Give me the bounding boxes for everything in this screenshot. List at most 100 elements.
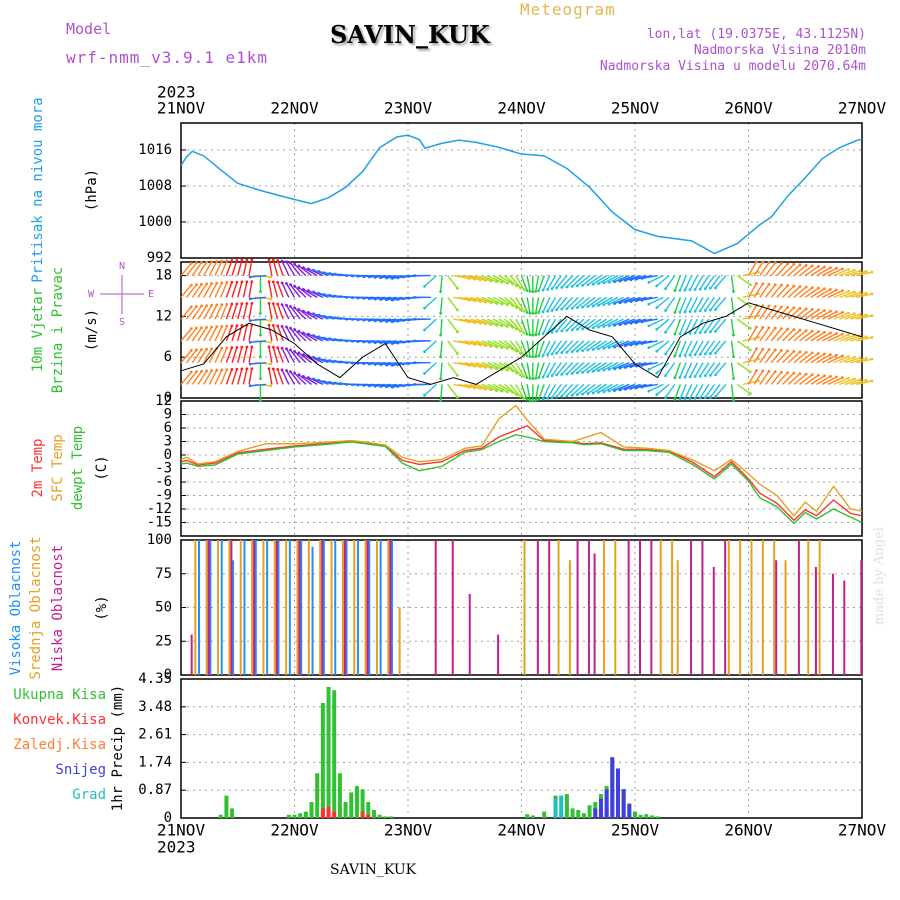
wind-arrow [546, 340, 557, 356]
wind-arrow [827, 289, 843, 298]
wind-arrow-head [402, 275, 405, 279]
wind-arrow [709, 383, 721, 398]
wind-arrow-head [293, 284, 296, 288]
precip-bar [627, 803, 632, 818]
wind-arrow-head [285, 369, 288, 372]
wind-arrow-head [698, 287, 702, 291]
wind-arrow-head [816, 265, 820, 268]
wind-arrow-head [205, 282, 209, 286]
wind-arrow [641, 296, 658, 301]
wind-arrow [225, 347, 233, 363]
wind-arrow-head [673, 376, 677, 380]
wind-arrow [709, 318, 721, 333]
wind-arrow-head [301, 331, 305, 335]
wind-arrow [464, 383, 481, 390]
wind-arrow-head [804, 350, 808, 354]
wind-arrow-head [306, 289, 310, 292]
wind-arrow [475, 296, 492, 304]
wind-arrow-head [248, 362, 252, 366]
coords-label: lon,lat (19.0375E, 43.1125N) [646, 27, 866, 42]
wind-arrow-head [407, 340, 411, 343]
wind-arrow-head [748, 305, 752, 308]
wind-arrow [464, 296, 481, 303]
wind-arrow-head [379, 363, 383, 367]
station-title: SAVIN_KUK [330, 20, 490, 49]
wind-arrow-head [810, 351, 814, 355]
wind-arrow [180, 371, 192, 385]
wind-arrow [439, 297, 443, 314]
precip-frame [180, 678, 863, 819]
wind-arrow [679, 297, 687, 313]
wind-arrow [214, 326, 223, 342]
wind-arrow-head [841, 354, 844, 358]
pressure-ytick-label: 1008 [138, 178, 172, 194]
wind-arrow-head [683, 353, 687, 357]
wind-arrow-head [847, 311, 850, 315]
wind-arrow-head [792, 371, 796, 375]
wind-arrow-head [230, 346, 234, 350]
wind-arrow-head [829, 353, 832, 357]
wind-arrow [844, 291, 861, 299]
wind-arrow-head [804, 307, 808, 311]
cloud-bar [390, 540, 393, 675]
wind-arrow-head [761, 260, 765, 264]
wind-arrow-head [248, 319, 252, 322]
wind-arrow [566, 275, 579, 288]
cloud-bar [273, 540, 276, 675]
wind-arrow-head [537, 398, 541, 401]
wind-arrow-head [624, 344, 627, 348]
wind-arrow-head [780, 261, 783, 265]
wind-arrow-head [829, 375, 832, 378]
wind-arrow-head [276, 324, 280, 328]
wind-arrow-head [525, 289, 529, 293]
wind-arrow [714, 383, 727, 398]
wind-arrow-head [786, 327, 790, 331]
wind-arrow-head [810, 286, 814, 290]
wind-arrow [827, 377, 843, 386]
cloud-bar [220, 540, 223, 675]
wind-arrow-head [267, 301, 271, 305]
wind-arrow [535, 318, 540, 335]
wind-arrow-head [267, 258, 271, 262]
wind-arrow [464, 361, 481, 368]
wind-arrow [526, 362, 531, 379]
wind-arrow-head [714, 351, 717, 355]
wind-arrow-head [413, 317, 417, 321]
wind-arrow [481, 296, 497, 305]
wind-arrow [641, 274, 658, 280]
precip-bar [337, 773, 342, 818]
wind-arrow [380, 296, 397, 301]
wind-arrow-head [541, 375, 545, 379]
wind-arrow-head [367, 340, 371, 344]
wind-arrow-head [210, 282, 214, 285]
wind-arrow [592, 296, 608, 307]
cloud-bar [232, 560, 235, 675]
wind-arrow-head [240, 367, 244, 371]
cloud-bar [701, 540, 704, 675]
wind-arrow [587, 318, 602, 329]
precip-legend-0: Ukupna Kisa [13, 687, 106, 703]
precip-ytick-label: 0 [164, 810, 172, 826]
wind-arrow-head [607, 302, 611, 306]
wind-arrow-head [693, 309, 697, 313]
wind-arrow-head [505, 346, 509, 350]
cloud-bar [285, 540, 288, 675]
wind-arrow [810, 288, 825, 298]
wind-arrow [374, 361, 392, 366]
wind-arrow [648, 383, 664, 392]
cloud-bar [807, 540, 810, 675]
wind-arrow-head [439, 290, 443, 293]
wind-arrow [225, 325, 233, 342]
cloud-bar [843, 580, 846, 675]
wind-arrow-head [210, 260, 214, 264]
wind-arrow [285, 283, 296, 298]
temp-ytick-label: -6 [155, 474, 172, 490]
wind-arrow [374, 296, 392, 300]
wind-arrow [704, 340, 716, 355]
wind-arrow-head [835, 332, 838, 335]
wind-arrow [220, 304, 228, 320]
wind-arrow-head [396, 319, 400, 323]
wind-arrow [787, 307, 801, 320]
wind-arrow-head [748, 392, 752, 395]
wind-arrow-head [693, 331, 697, 335]
